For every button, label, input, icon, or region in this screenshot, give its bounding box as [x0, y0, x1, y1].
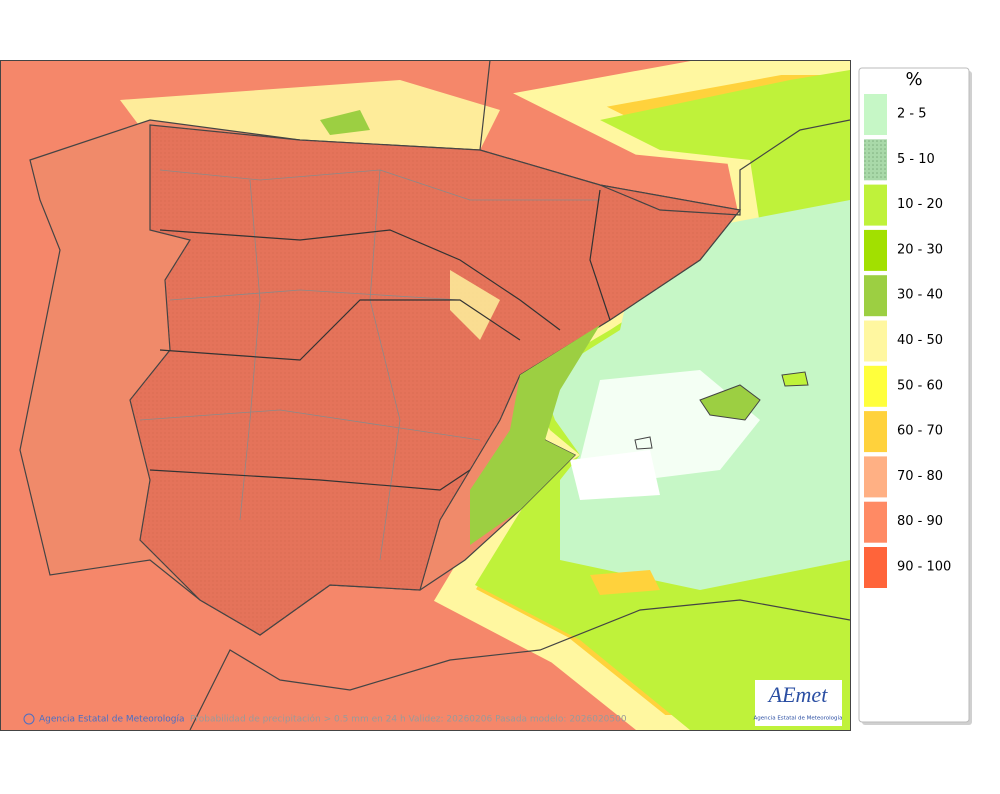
coastline: [479, 60, 850, 216]
province-borders: [139, 169, 600, 561]
yellow-patch: [590, 570, 660, 595]
legend-swatch: [864, 275, 887, 317]
legend-label: 50 - 60: [897, 378, 943, 393]
legend-title: %: [905, 69, 922, 90]
map-frame: [0, 60, 851, 731]
legend-label: 80 - 90: [897, 514, 943, 529]
legend-label: 40 - 50: [897, 333, 943, 348]
relief-texture: [130, 125, 740, 635]
legend-swatch: [864, 94, 887, 135]
map-caption: Probabilidad de precipitación > 0.5 mm e…: [190, 714, 627, 725]
island: [634, 436, 653, 450]
island: [781, 371, 809, 387]
legend-label: 60 - 70: [897, 424, 943, 439]
region-borders: [149, 189, 611, 491]
legend-label: 10 - 20: [897, 197, 943, 212]
legend-swatch: [864, 501, 887, 543]
legend-label: 70 - 80: [897, 469, 943, 484]
logo-subtitle: Agencia Estatal de Meteorología: [754, 715, 843, 722]
logo-box: [755, 680, 842, 726]
legend-swatch: [864, 456, 887, 498]
island: [699, 384, 761, 421]
legend-swatch: [864, 320, 887, 362]
legend-swatch: [864, 547, 887, 588]
legend-label: 90 - 100: [897, 560, 951, 575]
legend-label: 5 - 10: [897, 152, 935, 167]
legend-swatch: [864, 139, 887, 181]
copyright-icon: [23, 713, 35, 725]
legend-items: 2 - 5 5 - 10 10 - 20 20 - 30 30 - 40 40 - 50 5…: [864, 94, 951, 588]
legend-swatch: [864, 365, 887, 407]
legend-swatch: [864, 229, 887, 271]
agency-credit: Agencia Estatal de Meteorología: [39, 715, 185, 725]
legend-label: 2 - 5: [897, 107, 927, 122]
green-patch: [320, 110, 370, 135]
legend-swatch: [864, 411, 887, 453]
map: Agencia Estatal de Meteorología Probabil…: [0, 60, 850, 730]
yellow-patch: [450, 270, 500, 340]
coastal-green: [470, 325, 600, 545]
coastline: [189, 599, 850, 730]
logo-name[interactable]: AEmet: [767, 682, 829, 707]
legend-label: 20 - 30: [897, 242, 943, 257]
legend-label: 30 - 40: [897, 288, 943, 303]
legend-swatch: [864, 184, 887, 226]
white-patch: [570, 450, 660, 500]
